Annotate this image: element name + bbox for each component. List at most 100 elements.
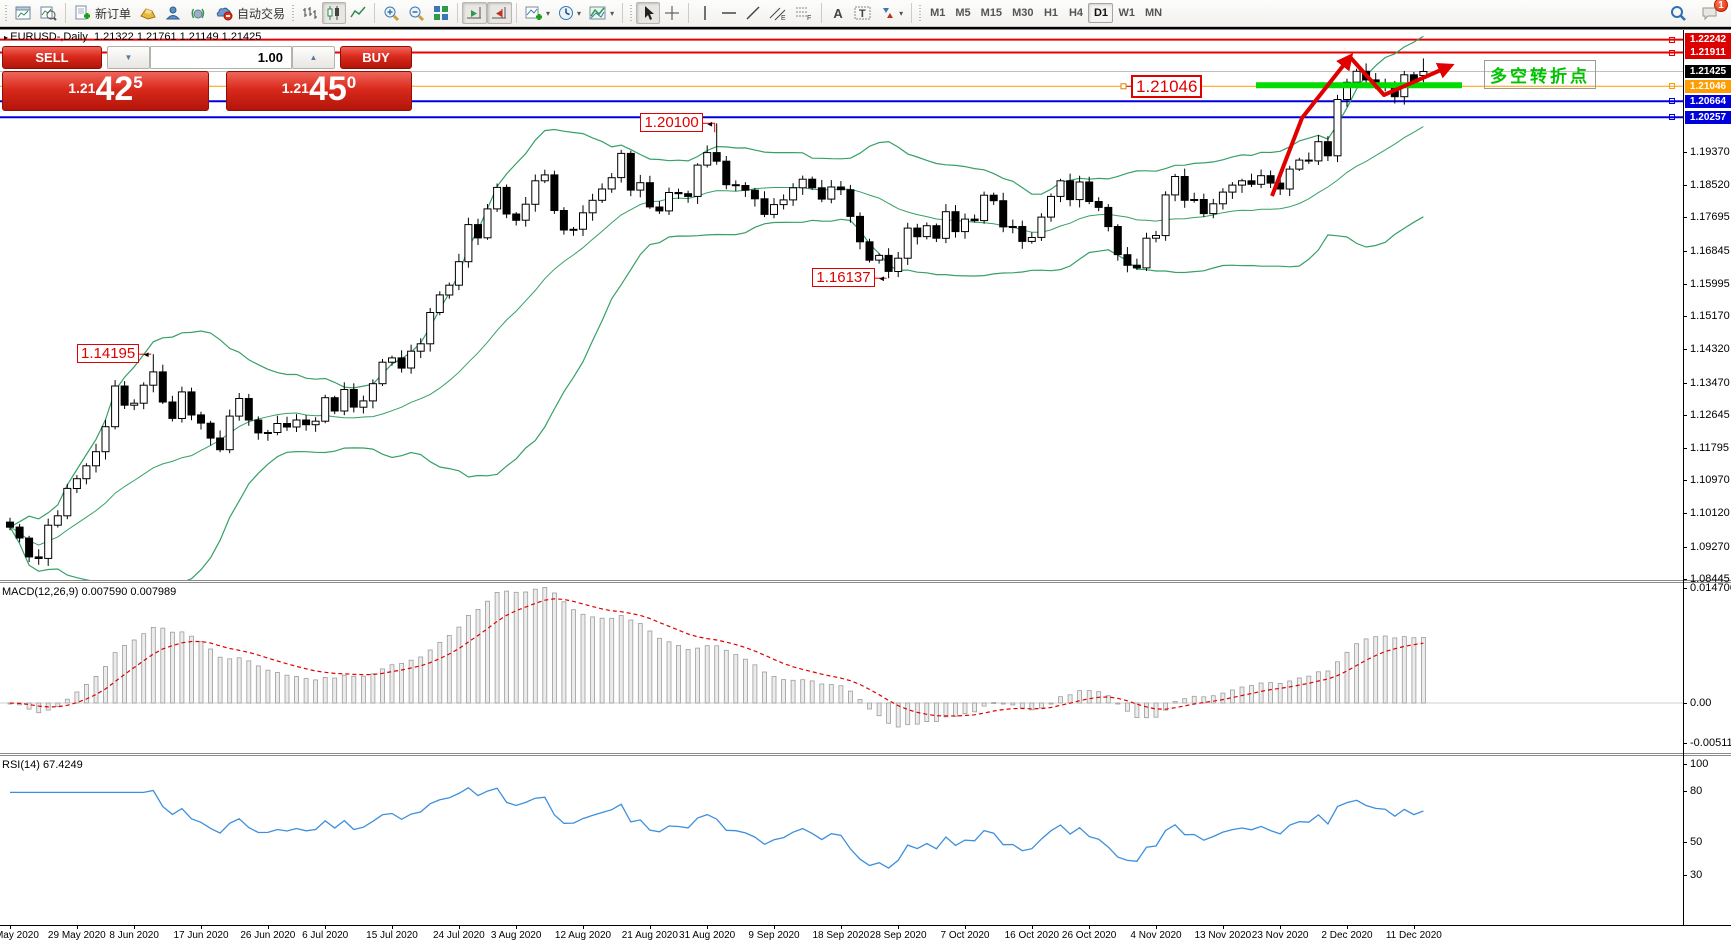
- timeframe-d1-button[interactable]: D1: [1088, 3, 1114, 23]
- chevron-down-icon: ▾: [610, 8, 615, 18]
- trendline-button[interactable]: [741, 2, 765, 24]
- ask-prefix: 1.21: [281, 80, 309, 96]
- chevron-down-icon: ▾: [577, 8, 582, 18]
- svg-text:E: E: [781, 15, 786, 21]
- zoom-in-icon: [384, 6, 400, 21]
- chart-shift-icon: [492, 7, 507, 19]
- text-label-button[interactable]: T: [850, 2, 876, 24]
- macd-panel[interactable]: [0, 583, 1683, 752]
- timeframe-m1-button[interactable]: M1: [930, 7, 946, 19]
- clock-icon: [559, 6, 574, 20]
- periods-button[interactable]: ▾: [554, 2, 585, 24]
- timeframe-w1-button[interactable]: W1: [1118, 7, 1135, 19]
- macd-indicator-label: MACD(12,26,9) 0.007590 0.007989: [2, 586, 177, 598]
- candlestick-chart-button[interactable]: [322, 2, 347, 24]
- crosshair-button[interactable]: [660, 2, 684, 24]
- chart-background[interactable]: [0, 29, 1731, 951]
- cursor-button[interactable]: [636, 2, 661, 24]
- fibonacci-icon: F: [796, 7, 811, 21]
- bar-chart-button[interactable]: [298, 2, 322, 24]
- bid-big-digits: 42: [95, 70, 134, 109]
- profiles-icon: [40, 6, 57, 21]
- new-chart-button[interactable]: [11, 2, 36, 24]
- line-chart-button[interactable]: [346, 2, 370, 24]
- vertical-line-icon: [704, 6, 706, 20]
- market-watch-button[interactable]: [135, 2, 161, 24]
- equidistant-channel-button[interactable]: E: [765, 2, 791, 24]
- notifications-button[interactable]: 1: [1697, 0, 1728, 24]
- toolbar: 新订单 自动交易: [0, 0, 1731, 27]
- volume-decrease-button[interactable]: ▼: [107, 46, 150, 69]
- price-axis-line: [1683, 30, 1684, 925]
- text-button[interactable]: A: [826, 2, 850, 24]
- zoom-out-button[interactable]: [404, 2, 429, 24]
- chart-title: ▸ EURUSD-,Daily 1.21322 1.21761 1.21149 …: [4, 31, 261, 43]
- svg-text:T: T: [859, 8, 866, 20]
- profiles-button[interactable]: [36, 2, 61, 24]
- ask-big-digits: 45: [308, 70, 347, 109]
- news-button[interactable]: [186, 2, 211, 24]
- timeframe-h1-button[interactable]: H1: [1043, 7, 1058, 19]
- chart-title-marker: ▸: [4, 33, 11, 42]
- chevron-down-icon: ▾: [899, 8, 904, 18]
- ask-pip-digit: 0: [346, 73, 357, 92]
- bar-chart-icon: [303, 7, 318, 19]
- auto-trading-button[interactable]: 自动交易: [211, 2, 289, 24]
- svg-text:◄: ◄: [706, 119, 714, 128]
- text-icon: A: [833, 5, 843, 21]
- one-click-trading-panel: SELL ▼ 1.00 ▲ BUY 1.21 42 5 1.21 45 0: [2, 46, 414, 112]
- candlestick-chart-icon: [327, 6, 340, 20]
- timeframe-mn-button[interactable]: MN: [1144, 7, 1163, 19]
- search-icon: [1671, 5, 1686, 21]
- templates-button[interactable]: ▾: [585, 2, 618, 24]
- window-border: [0, 27, 1731, 29]
- volume-input[interactable]: 1.00: [150, 46, 292, 69]
- buy-button[interactable]: BUY: [340, 46, 412, 69]
- search-button[interactable]: [1665, 2, 1691, 24]
- main-price-panel[interactable]: ◄ ◄ ◄: [0, 30, 1683, 597]
- channel-icon: E: [769, 7, 786, 21]
- toolbar-grip[interactable]: [4, 3, 9, 23]
- horizontal-line-icon: [722, 12, 737, 14]
- timeframe-m15-button[interactable]: M15: [980, 7, 1003, 19]
- auto-scroll-icon: [467, 7, 482, 19]
- rsi-panel[interactable]: [0, 756, 1683, 925]
- time-axis-line: [0, 925, 1731, 926]
- trendline-icon: [746, 6, 760, 20]
- new-chart-icon: [15, 6, 31, 20]
- ask-price-display[interactable]: 1.21 45 0: [226, 71, 412, 111]
- cursor-icon: [645, 6, 655, 20]
- svg-text:◄: ◄: [878, 274, 886, 283]
- volume-increase-button[interactable]: ▲: [292, 46, 335, 69]
- indicators-button[interactable]: ▾: [521, 2, 554, 24]
- vertical-line-button[interactable]: [693, 2, 717, 24]
- bid-price-display[interactable]: 1.21 42 5: [2, 71, 209, 111]
- fibonacci-button[interactable]: F: [791, 2, 817, 24]
- tile-windows-button[interactable]: [429, 2, 453, 24]
- crosshair-icon: [665, 6, 680, 20]
- horizontal-line-button[interactable]: [717, 2, 741, 24]
- new-order-icon: [75, 5, 90, 20]
- navigator-icon: [165, 6, 181, 20]
- market-watch-icon: [140, 8, 156, 20]
- arrows-button[interactable]: ▾: [876, 2, 907, 24]
- auto-trading-label: 自动交易: [237, 6, 286, 21]
- templates-icon: [589, 6, 606, 20]
- news-signal-icon: [191, 8, 205, 19]
- timeframe-h4-button[interactable]: H4: [1068, 7, 1083, 19]
- timeframe-m5-button[interactable]: M5: [955, 7, 971, 19]
- rsi-indicator-label: RSI(14) 67.4249: [2, 759, 83, 771]
- text-label-icon: T: [854, 6, 871, 20]
- navigator-button[interactable]: [161, 2, 186, 24]
- chart-ohlc-quotes: 1.21322 1.21761 1.21149 1.21425: [94, 31, 262, 43]
- notification-badge: 1: [1714, 0, 1728, 12]
- timeframe-m30-button[interactable]: M30: [1012, 7, 1034, 19]
- chevron-up-icon: ▲: [309, 53, 318, 62]
- chart-shift-button[interactable]: [487, 2, 513, 24]
- new-order-label: 新订单: [95, 6, 132, 21]
- auto-scroll-button[interactable]: [462, 2, 488, 24]
- sell-button[interactable]: SELL: [2, 46, 102, 69]
- new-order-button[interactable]: 新订单: [70, 2, 135, 24]
- zoom-in-button[interactable]: [379, 2, 404, 24]
